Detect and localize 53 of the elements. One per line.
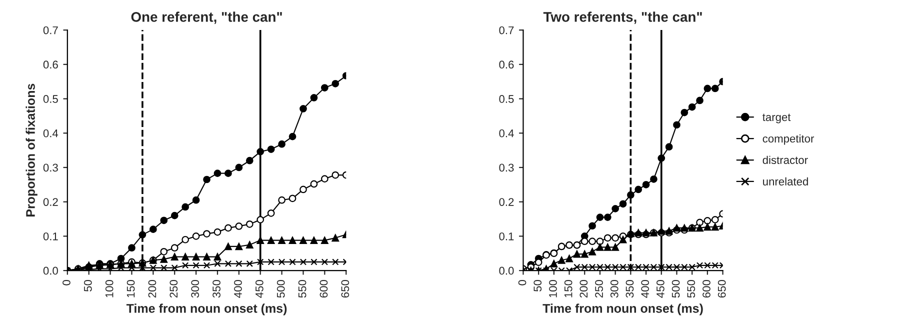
y-tick-label: 0.6 <box>499 60 514 69</box>
x-tick-label: 0 <box>62 280 70 286</box>
x-tick-label: 200 <box>148 280 156 298</box>
legend-label: distractor <box>762 156 808 164</box>
x-axis-title: Time from noun onset (ms) <box>542 304 703 316</box>
y-tick-label: 0.5 <box>43 95 58 103</box>
y-tick-label: 0.0 <box>43 266 58 275</box>
x-tick-label: 0 <box>518 280 526 286</box>
y-tick-label: 0.6 <box>43 60 58 69</box>
x-tick-label: 550 <box>687 280 696 298</box>
x-tick-label: 400 <box>234 280 242 298</box>
x-tick-label: 350 <box>212 280 220 298</box>
chart-title: Two referents, "the can" <box>543 12 702 24</box>
x-tick-label: 650 <box>718 280 726 298</box>
chart-title: One referent, "the can" <box>131 12 282 24</box>
x-tick-label: 250 <box>595 280 603 298</box>
y-tick-label: 0.3 <box>43 164 58 172</box>
x-tick-label: 400 <box>641 280 650 298</box>
x-tick-label: 600 <box>702 280 710 298</box>
y-tick-label: 0.1 <box>499 232 514 240</box>
x-tick-label: 50 <box>84 280 92 292</box>
x-tick-label: 300 <box>610 280 618 298</box>
y-tick-label: 0.2 <box>43 198 58 206</box>
x-tick-label: 550 <box>298 280 306 298</box>
y-tick-label: 0.1 <box>43 232 58 240</box>
y-tick-label: 0.4 <box>43 129 58 138</box>
legend-label: unrelated <box>763 177 808 186</box>
x-tick-label: 500 <box>276 280 285 298</box>
x-tick-label: 600 <box>320 280 328 298</box>
x-tick-label: 300 <box>191 280 200 298</box>
x-tick-label: 450 <box>255 280 264 298</box>
y-tick-label: 0.4 <box>499 129 514 138</box>
x-tick-label: 50 <box>534 280 542 292</box>
x-tick-label: 100 <box>549 280 557 298</box>
x-axis-title: Time from noun onset (ms) <box>126 304 287 316</box>
y-tick-label: 0.0 <box>499 266 514 275</box>
x-tick-label: 450 <box>656 280 664 298</box>
y-tick-label: 0.7 <box>499 26 514 34</box>
y-tick-label: 0.2 <box>499 198 514 206</box>
x-tick-label: 150 <box>126 280 135 298</box>
legend-label: competitor <box>762 134 814 145</box>
x-tick-label: 650 <box>341 280 350 298</box>
legend-label: target <box>762 114 791 124</box>
y-tick-label: 0.3 <box>499 164 514 172</box>
y-tick-label: 0.7 <box>43 26 58 34</box>
y-tick-label: 0.5 <box>499 95 514 103</box>
x-tick-label: 500 <box>672 280 680 298</box>
x-tick-label: 250 <box>170 280 178 298</box>
x-tick-label: 150 <box>564 280 572 298</box>
x-tick-label: 200 <box>580 280 588 298</box>
y-axis-title: Proportion of fixations <box>26 84 38 216</box>
x-tick-label: 100 <box>105 280 114 298</box>
x-tick-label: 350 <box>626 280 634 298</box>
